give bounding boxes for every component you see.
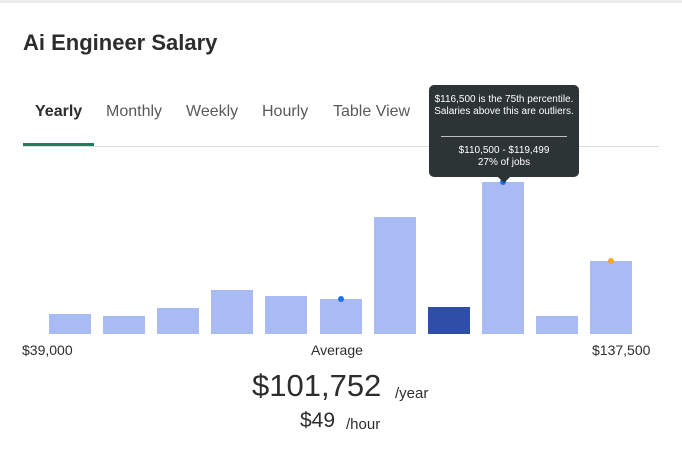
tooltip-range: $110,500 - $119,499 (458, 145, 550, 156)
hourly-unit: /hour (346, 416, 381, 433)
tab-hourly[interactable]: Hourly (262, 103, 309, 120)
high-salary-marker (608, 258, 614, 264)
active-tab-indicator (23, 143, 94, 146)
histogram-bar[interactable] (536, 316, 578, 334)
tooltip-share: 27% of jobs (477, 157, 531, 168)
period-tabs: Yearly Monthly Weekly Hourly Table View (23, 100, 659, 146)
histogram-bar[interactable] (320, 299, 362, 334)
histogram-bar[interactable] (590, 261, 632, 334)
tabs-divider (23, 146, 659, 147)
average-marker (338, 296, 344, 302)
axis-average-label: Average (311, 342, 363, 358)
top-divider (0, 0, 682, 3)
histogram-bar[interactable] (103, 316, 145, 334)
histogram-bar[interactable] (211, 290, 253, 334)
histogram-bar[interactable] (428, 307, 470, 334)
tooltip-divider (441, 136, 567, 137)
yearly-unit: /year (395, 385, 429, 402)
histogram-bar[interactable] (49, 314, 91, 334)
axis-min-label: $39,000 (22, 342, 73, 358)
histogram-bar[interactable] (482, 182, 524, 334)
tooltip-percentile-text: $116,500 is the 75th percentile. Salarie… (434, 94, 574, 117)
tooltip-arrow (498, 177, 510, 183)
tab-weekly[interactable]: Weekly (186, 103, 239, 120)
tab-table-view[interactable]: Table View (333, 103, 411, 120)
page-title: Ai Engineer Salary (23, 30, 218, 55)
tab-monthly[interactable]: Monthly (106, 103, 163, 120)
hourly-salary-amount: $49 (300, 409, 336, 432)
histogram-bar[interactable] (374, 217, 416, 334)
tooltip-range-text: $110,500 - $119,499 27% of jobs (433, 145, 575, 169)
tab-yearly[interactable]: Yearly (35, 103, 83, 120)
histogram-bar[interactable] (157, 308, 199, 334)
axis-max-label: $137,500 (592, 342, 651, 358)
histogram-bar[interactable] (265, 296, 307, 334)
percentile-tooltip: $116,500 is the 75th percentile. Salarie… (429, 85, 579, 183)
yearly-salary-amount: $101,752 (252, 368, 382, 403)
